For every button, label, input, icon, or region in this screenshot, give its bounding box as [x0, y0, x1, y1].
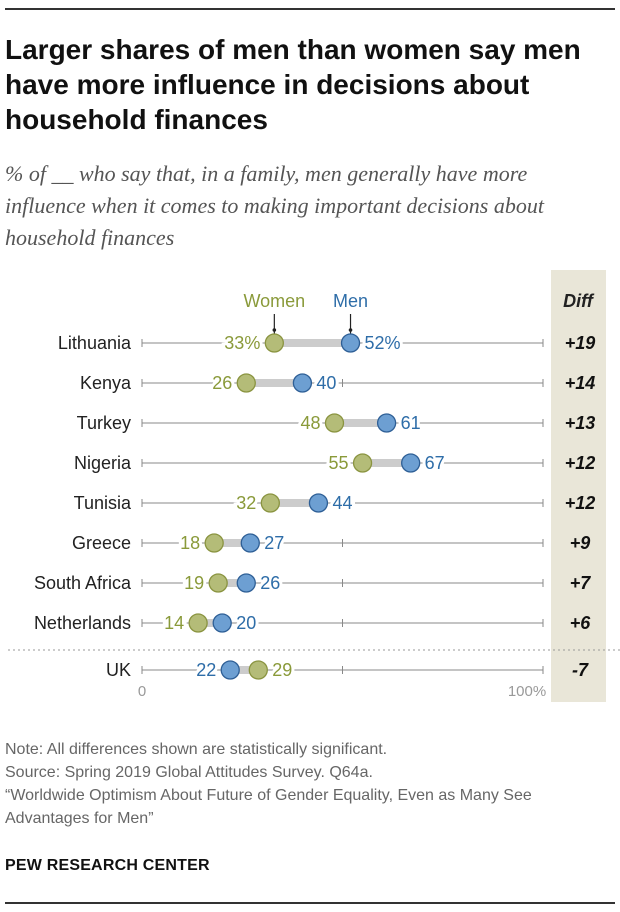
women-value-label: 26: [212, 373, 232, 393]
women-dot: [324, 413, 345, 433]
men-value-label: 44: [332, 493, 352, 513]
legend-women: Women: [243, 291, 305, 311]
women-value-label: 33%: [224, 333, 260, 353]
women-dot: [264, 333, 284, 353]
legend-women-pointer-dot: [272, 328, 277, 332]
diff-value: +14: [565, 373, 596, 393]
diff-value: +6: [570, 613, 592, 633]
diff-panel-background: [551, 270, 606, 702]
men-dot: [401, 453, 421, 473]
women-dot: [352, 453, 373, 473]
country-label: Kenya: [80, 373, 132, 393]
women-value-label: 48: [300, 413, 320, 433]
country-label: UK: [106, 660, 131, 680]
women-value-label: 55: [329, 453, 349, 473]
men-value-label: 22: [196, 660, 216, 680]
women-value-label: 18: [180, 533, 200, 553]
men-dot: [212, 613, 232, 633]
women-value-label: 19: [184, 573, 204, 593]
men-value-label: 26: [260, 573, 280, 593]
men-dot: [236, 573, 256, 593]
men-value-label: 40: [316, 373, 336, 393]
men-dot: [220, 660, 240, 680]
men-value-label: 27: [264, 533, 284, 553]
footnotes: Note: All differences shown are statisti…: [5, 738, 605, 830]
men-dot: [340, 333, 361, 353]
diff-value: -7: [572, 660, 589, 680]
country-label: South Africa: [34, 573, 132, 593]
source-text: Source: Spring 2019 Global Attitudes Sur…: [5, 764, 373, 781]
country-label: Turkey: [77, 413, 131, 433]
chart-subtitle: % of __ who say that, in a family, men g…: [5, 161, 544, 250]
men-value-label: 67: [425, 453, 445, 473]
diff-value: +7: [570, 573, 592, 593]
diff-value: +12: [565, 453, 596, 473]
axis-label-max: 100%: [508, 683, 546, 700]
note-text: Note: All differences shown are statisti…: [5, 741, 388, 758]
country-label: Greece: [72, 533, 131, 553]
report-title-text: “Worldwide Optimism About Future of Gend…: [5, 787, 532, 827]
bottom-rule: [5, 902, 615, 904]
chart-title: Larger shares of men than women say men …: [5, 34, 581, 135]
women-value-label: 32: [236, 493, 256, 513]
legend-men: Men: [333, 291, 368, 311]
country-label: Netherlands: [34, 613, 131, 633]
women-dot: [188, 613, 208, 633]
top-rule: [5, 8, 615, 10]
women-dot: [204, 533, 224, 553]
country-label: Lithuania: [58, 333, 132, 353]
women-dot: [260, 493, 280, 513]
men-value-label: 61: [401, 413, 421, 433]
diff-value: +19: [565, 333, 596, 353]
women-dot: [208, 573, 228, 593]
men-dot: [292, 373, 313, 393]
women-dot: [248, 660, 268, 680]
diff-header: Diff: [563, 291, 595, 311]
men-dot: [308, 493, 329, 513]
diff-value: +13: [565, 413, 596, 433]
dot-plot-chart: Diff Women Men Lithuania 33% 52% +19 Kenya 26 40 +…: [8, 270, 620, 702]
legend-men-pointer-dot: [348, 328, 353, 332]
diff-value: +12: [565, 493, 596, 513]
country-label: Nigeria: [74, 453, 132, 473]
men-value-label: 52%: [365, 333, 401, 353]
country-label: Tunisia: [74, 493, 132, 513]
women-value-label: 14: [164, 613, 184, 633]
women-value-label: 29: [272, 660, 292, 680]
women-dot: [236, 373, 256, 393]
men-dot: [376, 413, 397, 433]
axis-label-min: 0: [138, 683, 146, 700]
men-value-label: 20: [236, 613, 256, 633]
brand-logo-text: PEW RESEARCH CENTER: [5, 857, 210, 874]
diff-value: +9: [570, 533, 591, 553]
men-dot: [240, 533, 260, 553]
